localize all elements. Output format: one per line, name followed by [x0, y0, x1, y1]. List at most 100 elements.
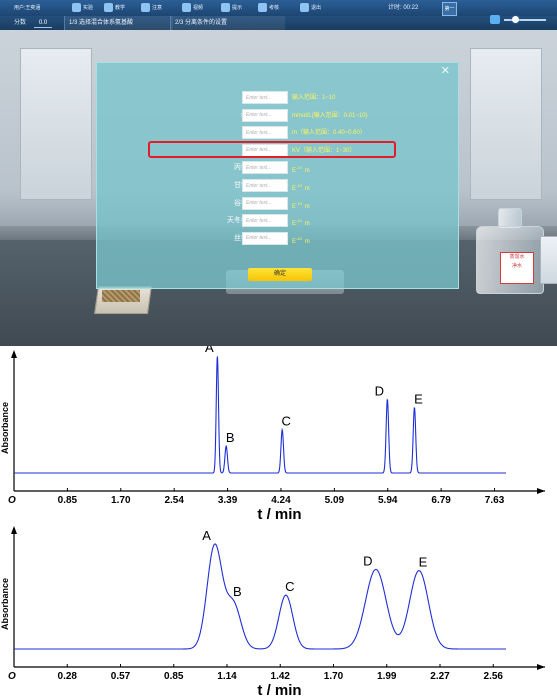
unit-base: E	[292, 238, 297, 245]
toolbar-item-label[interactable]: 退出	[311, 5, 322, 11]
score-label: 分数	[14, 20, 27, 26]
parameter-input[interactable]	[242, 161, 288, 175]
step-tab-1[interactable]: 1/3 选择混合体系氨基酸	[64, 16, 173, 30]
x-tick-label: 1.70	[111, 495, 131, 506]
top-toolbar: 用户:王奕涵 实验 教学 注意 视频 提示 考核 退出 计时: 00:22 第一	[0, 0, 557, 16]
alert-icon[interactable]	[141, 3, 150, 12]
peak-label-d: D	[375, 383, 384, 398]
toolbar-item-label[interactable]: 教学	[115, 5, 126, 11]
parameter-unit: E-10m	[292, 196, 310, 212]
parameter-row: 分离电压KV（输入范围：1~30）	[96, 143, 457, 159]
image-icon[interactable]	[182, 3, 191, 12]
step-label: 选择混合体系氨基酸	[79, 20, 134, 26]
x-tick-label: 2.27	[430, 671, 450, 682]
electropherogram-1: O Absorbance 0.85 1.70 2.54 3.39 4.24 5.09 5.94 6…	[0, 346, 545, 522]
origin-label: O	[8, 671, 16, 682]
bottle-label: 蒸馏水 净水	[500, 252, 534, 284]
signal-trace	[14, 543, 506, 650]
x-tick-label: 2.54	[164, 495, 184, 506]
background-window	[20, 48, 92, 200]
x-tick-label: 0.85	[58, 495, 78, 506]
electropherogram-2: O Absorbance 0.28 0.57 0.85 1.14 1.42 1.70 1.99 2…	[0, 526, 545, 698]
hint-icon[interactable]	[221, 3, 230, 12]
unit-base: E	[292, 168, 297, 175]
parameter-row: 甘氨酸离子半径E-10m	[96, 178, 457, 194]
parameter-unit: E-10m	[292, 178, 310, 194]
unit-suffix: m	[304, 221, 310, 228]
toolbar-item-label[interactable]: 提示	[232, 5, 243, 11]
window-button[interactable]: 第一	[442, 2, 457, 16]
parameter-unit: E-10m	[292, 160, 310, 176]
bottle-label-text: 蒸馏水	[509, 254, 525, 260]
timer: 计时: 00:22	[388, 0, 418, 16]
close-icon[interactable]: ✕	[440, 65, 450, 77]
unit-exponent: -10	[296, 200, 302, 206]
y-axis-label: Absorbance	[0, 402, 10, 454]
user-label: 用户:王奕涵	[14, 5, 41, 11]
teach-icon[interactable]	[104, 3, 113, 12]
x-tick-label: 4.24	[271, 495, 291, 506]
step-number: 1/3	[69, 20, 78, 26]
x-axis-arrow	[537, 664, 545, 670]
parameter-input[interactable]	[242, 231, 288, 245]
unit-exponent: -10	[296, 183, 302, 188]
parameter-input[interactable]	[242, 108, 288, 122]
toolbar-item-label[interactable]: 考核	[269, 5, 280, 11]
parameter-input[interactable]	[242, 196, 288, 210]
signal-trace	[14, 356, 506, 474]
y-axis-arrow	[11, 526, 17, 534]
parameter-unit: E-10m	[292, 231, 310, 247]
parameter-row: 毛细管长度m（输入范围：0.40~0.60）	[96, 125, 457, 141]
parameter-input[interactable]	[242, 143, 288, 157]
peak-label-d: D	[363, 553, 372, 568]
confirm-button[interactable]: 确定	[248, 268, 312, 281]
x-tick-label: 6.79	[431, 495, 451, 506]
unit-suffix: m	[304, 186, 310, 192]
x-tick-label: 0.85	[164, 671, 184, 682]
unit-base: E	[292, 186, 297, 192]
y-axis-arrow	[11, 350, 17, 358]
volume-icon[interactable]	[490, 15, 500, 24]
step-number: 2/3	[175, 20, 184, 26]
toolbar-item-label[interactable]: 注意	[152, 5, 163, 11]
monitor-icon[interactable]	[300, 3, 309, 12]
volume-slider-thumb[interactable]	[512, 16, 519, 23]
parameter-unit: E-10m	[292, 213, 310, 229]
toolbar-item-label[interactable]: 实验	[83, 5, 94, 11]
parameter-row: 丝氨酸离子半径E-10m	[96, 231, 457, 247]
peak-label-b: B	[226, 430, 235, 445]
unit-suffix: m	[304, 238, 310, 245]
parameter-input[interactable]	[242, 91, 288, 104]
bottle-label-text-2: 净水	[511, 263, 522, 269]
peak-label-c: C	[285, 579, 294, 594]
step-tab-2[interactable]: 2/3 分离条件的设置	[170, 16, 285, 30]
exam-icon[interactable]	[258, 3, 267, 12]
peak-label-b: B	[233, 584, 242, 599]
origin-label: O	[8, 495, 16, 506]
peak-label-e: E	[419, 555, 428, 570]
unit-exponent: -10	[296, 235, 302, 241]
peak-label-a: A	[205, 346, 214, 355]
step-label: 分离条件的设置	[185, 20, 228, 26]
reagent-box[interactable]	[540, 236, 557, 284]
x-axis-arrow	[537, 488, 545, 494]
peak-label-a: A	[202, 528, 211, 543]
parameter-input[interactable]	[242, 179, 288, 192]
timer-value: 00:22	[403, 5, 419, 11]
parameter-hint: 输入范围：1~10	[292, 95, 336, 101]
unit-suffix: m	[304, 203, 310, 210]
x-tick-label: 0.28	[58, 671, 78, 682]
parameter-row: 天冬氨酸离子半径E-10m	[96, 213, 457, 229]
x-axis-label: t / min	[257, 506, 301, 522]
parameter-input[interactable]	[242, 214, 288, 228]
parameter-input[interactable]	[242, 126, 288, 140]
toolbar-item-label[interactable]: 视频	[193, 5, 204, 11]
parameter-hint: KV（输入范围：1~30）	[292, 147, 356, 154]
unit-exponent: -10	[296, 165, 302, 171]
unit-base: E	[292, 203, 297, 210]
scene-icon[interactable]	[72, 3, 81, 12]
unit-base: E	[292, 221, 297, 228]
volume-slider[interactable]	[504, 19, 546, 21]
x-tick-label: 1.42	[271, 671, 291, 682]
x-tick-label: 1.99	[377, 671, 397, 682]
